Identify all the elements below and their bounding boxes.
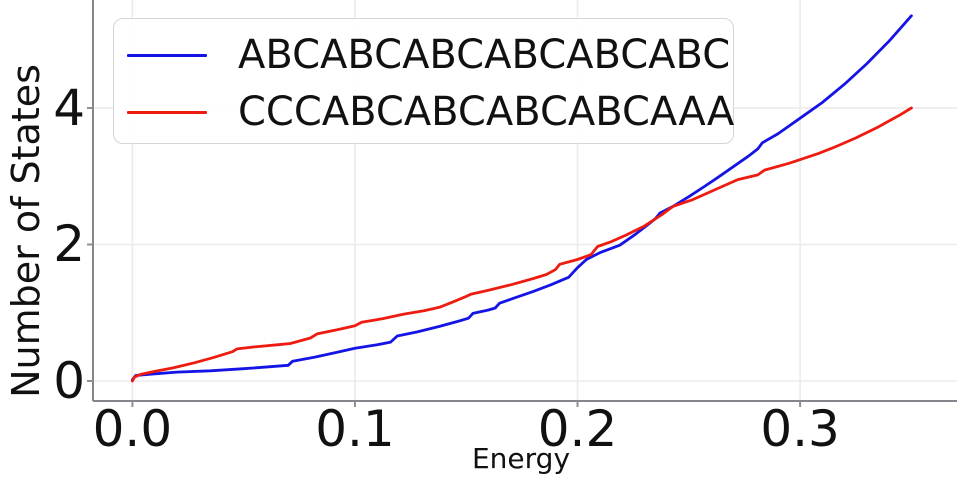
blue-line-sample-icon — [127, 53, 207, 57]
y-tick-label: 4 — [53, 78, 85, 137]
legend: ABCABCABCABCABCABC CCCABCABCABCABCAAA — [113, 18, 734, 144]
red-line-sample-icon — [127, 110, 207, 114]
legend-label-blue: ABCABCABCABCABCABC — [238, 32, 731, 78]
x-axis-label: Energy — [471, 442, 571, 475]
x-tick-label: 0.1 — [315, 400, 395, 458]
x-tick-label: 0.2 — [537, 400, 618, 458]
legend-label-red: CCCABCABCABCABCAAA — [238, 89, 735, 135]
legend-item-red: CCCABCABCABCABCAAA — [127, 84, 735, 141]
x-tick-label: 0.3 — [760, 400, 840, 458]
y-tick-label: 0 — [53, 352, 85, 410]
legend-item-blue: ABCABCABCABCABCABC — [127, 27, 733, 84]
x-tick-label: 0.0 — [92, 400, 173, 458]
series-line-0 — [130, 14, 913, 382]
y-tick-label: 2 — [53, 215, 85, 274]
series-line-1 — [130, 106, 913, 383]
y-axis-label: Number of States — [4, 64, 48, 398]
